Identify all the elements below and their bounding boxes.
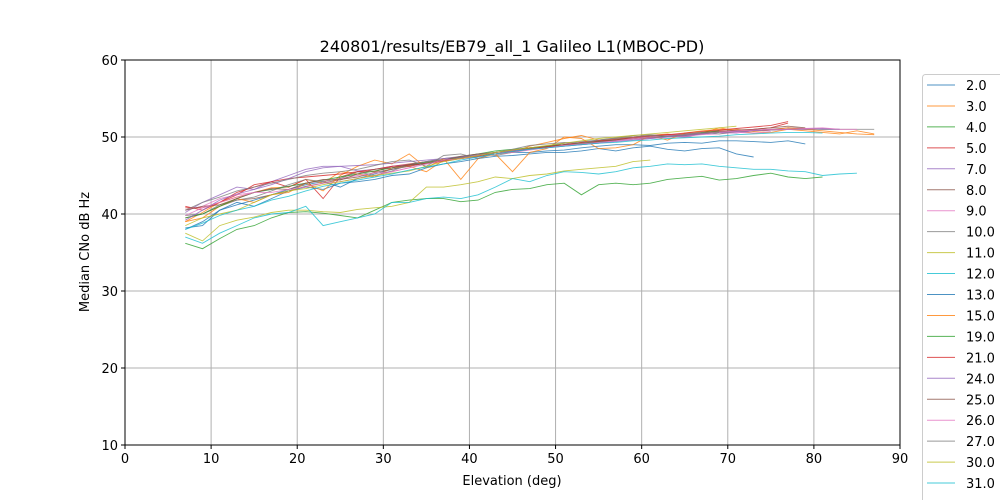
legend-label: 13.0: [966, 289, 995, 304]
legend-item: 8.0: [927, 184, 987, 199]
series-line-15.0: [185, 127, 875, 223]
series-line-26.0: [185, 127, 857, 216]
x-tick-label: 50: [547, 452, 564, 467]
legend-label: 4.0: [966, 121, 987, 136]
legend-label: 19.0: [966, 330, 995, 345]
x-tick-label: 40: [461, 452, 478, 467]
y-axis-label: Median CNo dB Hz: [78, 192, 93, 312]
legend-label: 15.0: [966, 309, 995, 324]
legend-label: 27.0: [966, 435, 995, 450]
legend-label: 31.0: [966, 477, 995, 492]
x-tick-label: 60: [633, 452, 650, 467]
legend-item: 3.0: [927, 100, 987, 115]
legend-item: 26.0: [927, 414, 995, 429]
legend-label: 7.0: [966, 163, 987, 178]
legend-label: 11.0: [966, 247, 995, 262]
y-tick-label: 50: [101, 131, 118, 146]
legend-item: 5.0: [927, 142, 987, 157]
legend-label: 9.0: [966, 205, 987, 220]
series-line-12.0: [185, 163, 857, 244]
legend-item: 11.0: [927, 247, 995, 262]
legend-label: 21.0: [966, 351, 995, 366]
legend-label: 10.0: [966, 226, 995, 241]
legend-item: 7.0: [927, 163, 987, 178]
series-line-13.0: [185, 145, 754, 230]
legend-item: 30.0: [927, 456, 995, 471]
legend-item: 19.0: [927, 330, 995, 345]
legend-label: 8.0: [966, 184, 987, 199]
series-line-4.0: [185, 172, 823, 250]
y-tick-label: 60: [101, 54, 118, 69]
series-lines: [185, 121, 875, 250]
series-line-27.0: [185, 131, 720, 211]
legend-item: 15.0: [927, 309, 995, 324]
legend-box: [922, 74, 1000, 500]
x-tick-label: 20: [289, 452, 306, 467]
legend-item: 12.0: [927, 268, 995, 283]
legend-label: 3.0: [966, 100, 987, 115]
legend-item: 31.0: [927, 477, 995, 492]
legend-label: 5.0: [966, 142, 987, 157]
series-line-30.0: [185, 125, 737, 227]
x-tick-label: 0: [121, 452, 129, 467]
x-axis-label: Elevation (deg): [462, 474, 561, 489]
legend-item: 27.0: [927, 435, 995, 450]
legend-item: 13.0: [927, 289, 995, 304]
x-tick-label: 30: [375, 452, 392, 467]
legend: 2.0 3.0 4.0 5.0 7.0 8.0 9.0 10.0 11.0 12.0 13.0 15.…: [922, 74, 1000, 500]
legend-label: 12.0: [966, 268, 995, 283]
chart-title: 240801/results/EB79_all_1 Galileo L1(MBO…: [320, 37, 705, 57]
y-tick-label: 40: [101, 208, 118, 223]
x-tick-label: 90: [892, 452, 909, 467]
legend-item: 4.0: [927, 121, 987, 136]
x-tick-label: 80: [806, 452, 823, 467]
legend-item: 24.0: [927, 372, 995, 387]
y-tick-label: 20: [101, 362, 118, 377]
series-line-31.0: [185, 131, 823, 230]
legend-item: 9.0: [927, 205, 987, 220]
series-line-24.0: [185, 128, 840, 221]
legend-label: 26.0: [966, 414, 995, 429]
y-tick-label: 30: [101, 285, 118, 300]
plot-frame: [124, 59, 901, 446]
legend-label: 24.0: [966, 372, 995, 387]
legend-item: 25.0: [927, 393, 995, 408]
series-line-11.0: [185, 159, 651, 242]
legend-label: 25.0: [966, 393, 995, 408]
legend-item: 21.0: [927, 351, 995, 366]
legend-label: 2.0: [966, 79, 987, 94]
legend-item: 10.0: [927, 226, 995, 241]
x-tick-label: 10: [203, 452, 220, 467]
x-tick-label: 70: [720, 452, 737, 467]
legend-item: 2.0: [927, 79, 987, 94]
y-tick-label: 10: [101, 439, 118, 454]
legend-label: 30.0: [966, 456, 995, 471]
